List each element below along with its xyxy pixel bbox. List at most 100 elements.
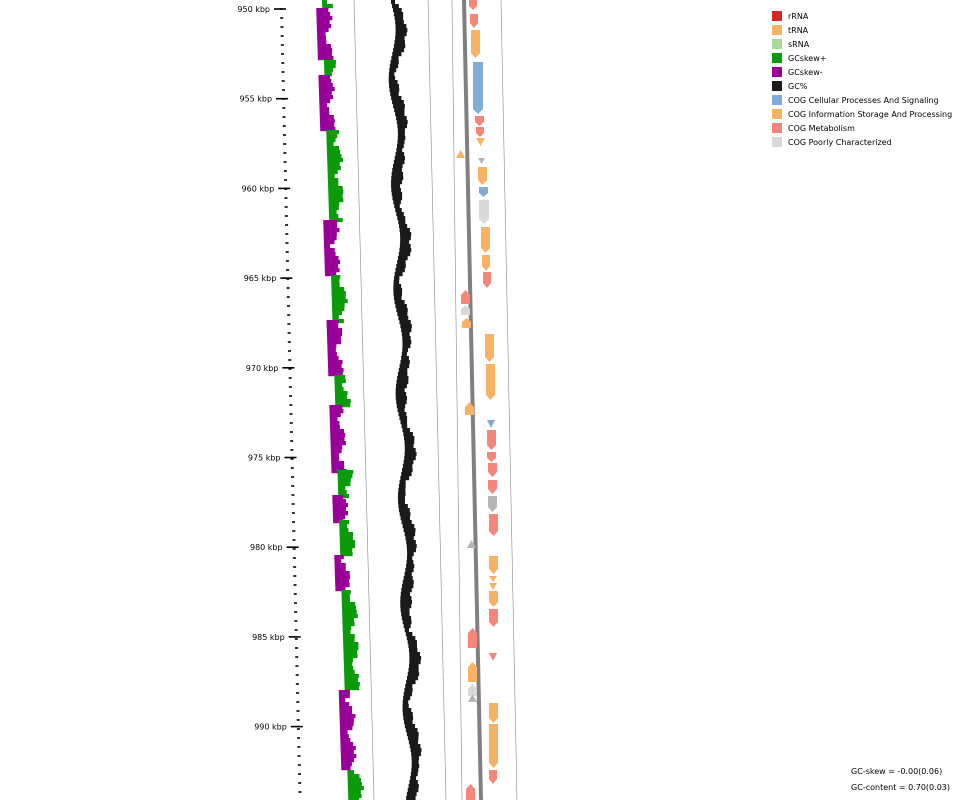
track-guide-line — [500, 0, 518, 800]
gc-content-bar — [393, 48, 405, 53]
ruler-label: 950 kbp — [237, 5, 270, 14]
gc-content-bar — [408, 648, 418, 653]
gc-content-bar — [400, 360, 410, 365]
legend-swatch — [772, 11, 782, 21]
gc-skew-negative-bar — [328, 364, 342, 369]
gene-feature-meta — [488, 480, 497, 494]
gene-feature-info — [471, 30, 480, 58]
gc-skew-negative-bar — [324, 256, 339, 261]
gc-skew-positive-bar — [343, 662, 353, 667]
gc-skew-positive-bar — [339, 532, 354, 537]
gc-skew-positive-bar — [341, 602, 356, 607]
legend-swatch — [772, 53, 782, 63]
gc-content-bar — [402, 428, 410, 433]
gc-skew-negative-bar — [316, 16, 333, 21]
gc-content-bar — [392, 196, 403, 201]
gc-skew-negative-bar — [332, 515, 346, 520]
gc-content-bar — [407, 672, 420, 677]
gc-content-bar — [406, 732, 419, 737]
gc-content-bar — [400, 596, 412, 601]
gc-content-bar — [397, 376, 409, 381]
gc-skew-positive-bar — [327, 158, 344, 163]
gc-content-bar — [391, 96, 402, 101]
gc-skew-negative-bar — [340, 746, 356, 751]
gc-content-bar — [391, 184, 401, 189]
gc-content-bar — [396, 212, 404, 217]
gc-skew-negative-bar — [330, 429, 345, 434]
legend-swatch — [772, 25, 782, 35]
gene-feature-meta — [489, 770, 497, 784]
gene-feature-info — [485, 334, 494, 362]
gene-feature-meta — [475, 116, 484, 126]
gc-skew-negative-bar — [324, 252, 336, 257]
gc-content-bar — [390, 92, 399, 97]
gc-skew-positive-bar — [341, 594, 350, 599]
gc-content-bar — [400, 324, 412, 329]
gc-content-bar — [397, 132, 405, 137]
gc-skew-negative-bar — [323, 240, 335, 245]
gene-feature-info — [478, 167, 487, 185]
gc-content-bar — [393, 44, 406, 49]
gc-skew-negative-bar — [316, 20, 330, 25]
gc-skew-positive-bar — [338, 494, 350, 499]
gc-content-bar — [406, 796, 416, 800]
gc-content-bar — [394, 272, 403, 277]
gc-skew-negative-bar — [329, 405, 343, 410]
gc-content-bar — [396, 144, 404, 149]
gc-skew-positive-bar — [348, 790, 361, 795]
gc-skew-negative-bar — [319, 115, 334, 120]
gc-content-bar — [402, 340, 412, 345]
gc-skew-positive-bar — [331, 279, 340, 284]
gc-content-bar — [401, 352, 407, 357]
gc-skew-negative-bar — [319, 107, 330, 112]
gc-skew-positive-bar — [328, 198, 344, 203]
gc-skew-negative-bar — [338, 694, 350, 699]
gene-feature-poor — [461, 305, 470, 315]
gc-content-bar — [397, 372, 408, 377]
gene-feature-info — [462, 318, 471, 328]
gc-skew-positive-bar — [326, 142, 334, 147]
gc-skew-negative-bar — [326, 320, 339, 325]
gc-content-bar — [401, 584, 414, 589]
gc-content-bar — [394, 204, 400, 209]
gc-content-bar — [408, 784, 419, 789]
gc-content-bar — [403, 624, 411, 629]
gc-content-bar — [393, 284, 402, 289]
gc-skew-positive-bar — [348, 794, 362, 799]
ruler-label: 960 kbp — [242, 184, 275, 193]
gc-skew-positive-bar — [343, 638, 355, 643]
gc-skew-negative-bar — [330, 433, 346, 438]
gc-content-bar — [411, 764, 420, 769]
gc-skew-positive-bar — [347, 782, 362, 787]
gc-content-bar — [400, 232, 412, 237]
gc-content-bar — [408, 740, 419, 745]
gc-content-bar — [398, 368, 408, 373]
gc-content-bar — [411, 756, 419, 761]
gc-skew-positive-bar — [343, 654, 358, 659]
gc-skew-positive-bar — [342, 630, 351, 635]
gc-content-bar — [404, 440, 415, 445]
gene-feature-cell — [479, 187, 488, 197]
gc-skew-positive-bar — [337, 482, 351, 487]
gc-content-bar — [400, 600, 412, 605]
gc-skew-negative-bar — [319, 111, 330, 116]
gc-skew-positive-bar — [324, 68, 333, 73]
gc-content-bar — [407, 552, 414, 557]
gc-skew-negative-bar — [328, 372, 343, 377]
gene-feature-gray — [467, 540, 476, 548]
gc-content-bar — [393, 292, 403, 297]
gc-content-bar — [389, 68, 397, 73]
gc-skew-positive-bar — [340, 552, 353, 557]
gc-content-bar — [406, 792, 417, 797]
gc-skew-positive-bar — [332, 315, 339, 320]
gc-content-bar — [401, 332, 410, 337]
gc-skew-negative-bar — [324, 244, 331, 249]
gc-content-bar — [391, 176, 404, 181]
gc-skew-negative-bar — [319, 99, 331, 104]
gc-content-bar — [397, 140, 405, 145]
legend-label: GCskew- — [788, 67, 823, 77]
gc-skew-positive-bar — [342, 610, 357, 615]
gc-skew-negative-bar — [334, 575, 351, 580]
gc-skew-positive-bar — [343, 642, 359, 647]
gene-feature-info — [489, 724, 498, 768]
